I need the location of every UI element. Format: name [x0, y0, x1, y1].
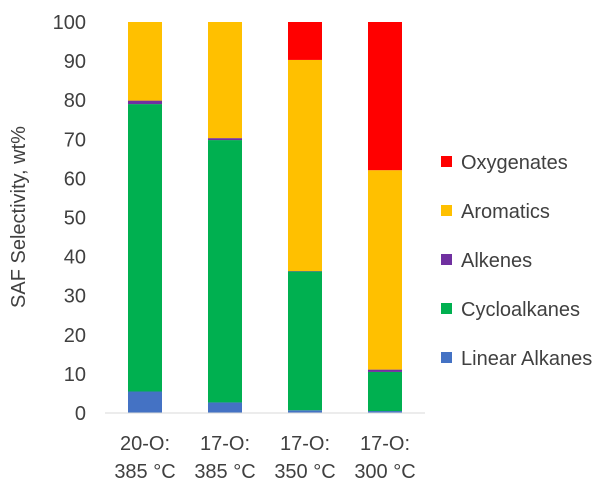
bar-segment-cycloalkanes: [288, 271, 322, 410]
bar-segment-alkenes: [128, 101, 162, 105]
bar-segment-cycloalkanes: [368, 372, 402, 411]
legend-label: Linear Alkanes: [461, 348, 592, 370]
x-tick-label: 300 °C: [354, 461, 415, 483]
bars: [128, 22, 402, 413]
bar-segment-aromatics: [128, 22, 162, 101]
legend-label: Oxygenates: [461, 152, 568, 174]
bar-segment-alkenes: [368, 370, 402, 372]
x-tick-label: 17-O:: [200, 433, 250, 455]
legend-label: Aromatics: [461, 201, 550, 223]
legend: Oxygenates Aromatics Alkenes Cycloalkanes Li…: [441, 152, 592, 370]
x-tick-label: 385 °C: [194, 461, 255, 483]
y-axis-title: SAF Selectivity, wt%: [8, 126, 30, 308]
legend-swatch-cycloalkanes: [441, 303, 452, 314]
legend-swatch-oxygenates: [441, 156, 452, 167]
bar-segment-alkenes: [208, 138, 242, 140]
y-tick-label: 50: [64, 208, 86, 230]
bar-segment-cycloalkanes: [208, 140, 242, 402]
bar-segment-aromatics: [208, 22, 242, 138]
legend-label: Alkenes: [461, 250, 532, 272]
y-tick-label: 80: [64, 90, 86, 112]
y-tick-label: 90: [64, 51, 86, 73]
x-tick-label: 20-O:: [120, 433, 170, 455]
legend-swatch-linear-alkanes: [441, 352, 452, 363]
y-tick-labels: 0 10 20 30 40 50 60 70 80 90 100: [53, 12, 86, 425]
x-tick-label: 350 °C: [274, 461, 335, 483]
x-tick-label: 385 °C: [114, 461, 175, 483]
x-tick-label: 17-O:: [360, 433, 410, 455]
bar-segment-aromatics: [368, 170, 402, 369]
bar-segment-cycloalkanes: [128, 104, 162, 391]
bar-segment-oxygenates: [368, 22, 402, 170]
legend-swatch-alkenes: [441, 254, 452, 265]
y-tick-label: 30: [64, 286, 86, 308]
bar-segment-oxygenates: [288, 22, 322, 60]
legend-swatch-aromatics: [441, 205, 452, 216]
y-tick-label: 20: [64, 325, 86, 347]
y-tick-label: 10: [64, 364, 86, 386]
x-tick-label: 17-O:: [280, 433, 330, 455]
legend-label: Cycloalkanes: [461, 299, 580, 321]
y-tick-label: 60: [64, 168, 86, 190]
y-tick-label: 70: [64, 129, 86, 151]
x-tick-labels: 20-O: 385 °C 17-O: 385 °C 17-O: 350 °C 17-O: 30…: [114, 433, 415, 483]
bar-segment-aromatics: [288, 60, 322, 271]
bar-segment-linear-alkanes: [128, 391, 162, 413]
bar-segment-linear-alkanes: [208, 402, 242, 413]
y-tick-label: 40: [64, 247, 86, 269]
y-tick-label: 100: [53, 12, 86, 34]
y-tick-label: 0: [75, 403, 86, 425]
